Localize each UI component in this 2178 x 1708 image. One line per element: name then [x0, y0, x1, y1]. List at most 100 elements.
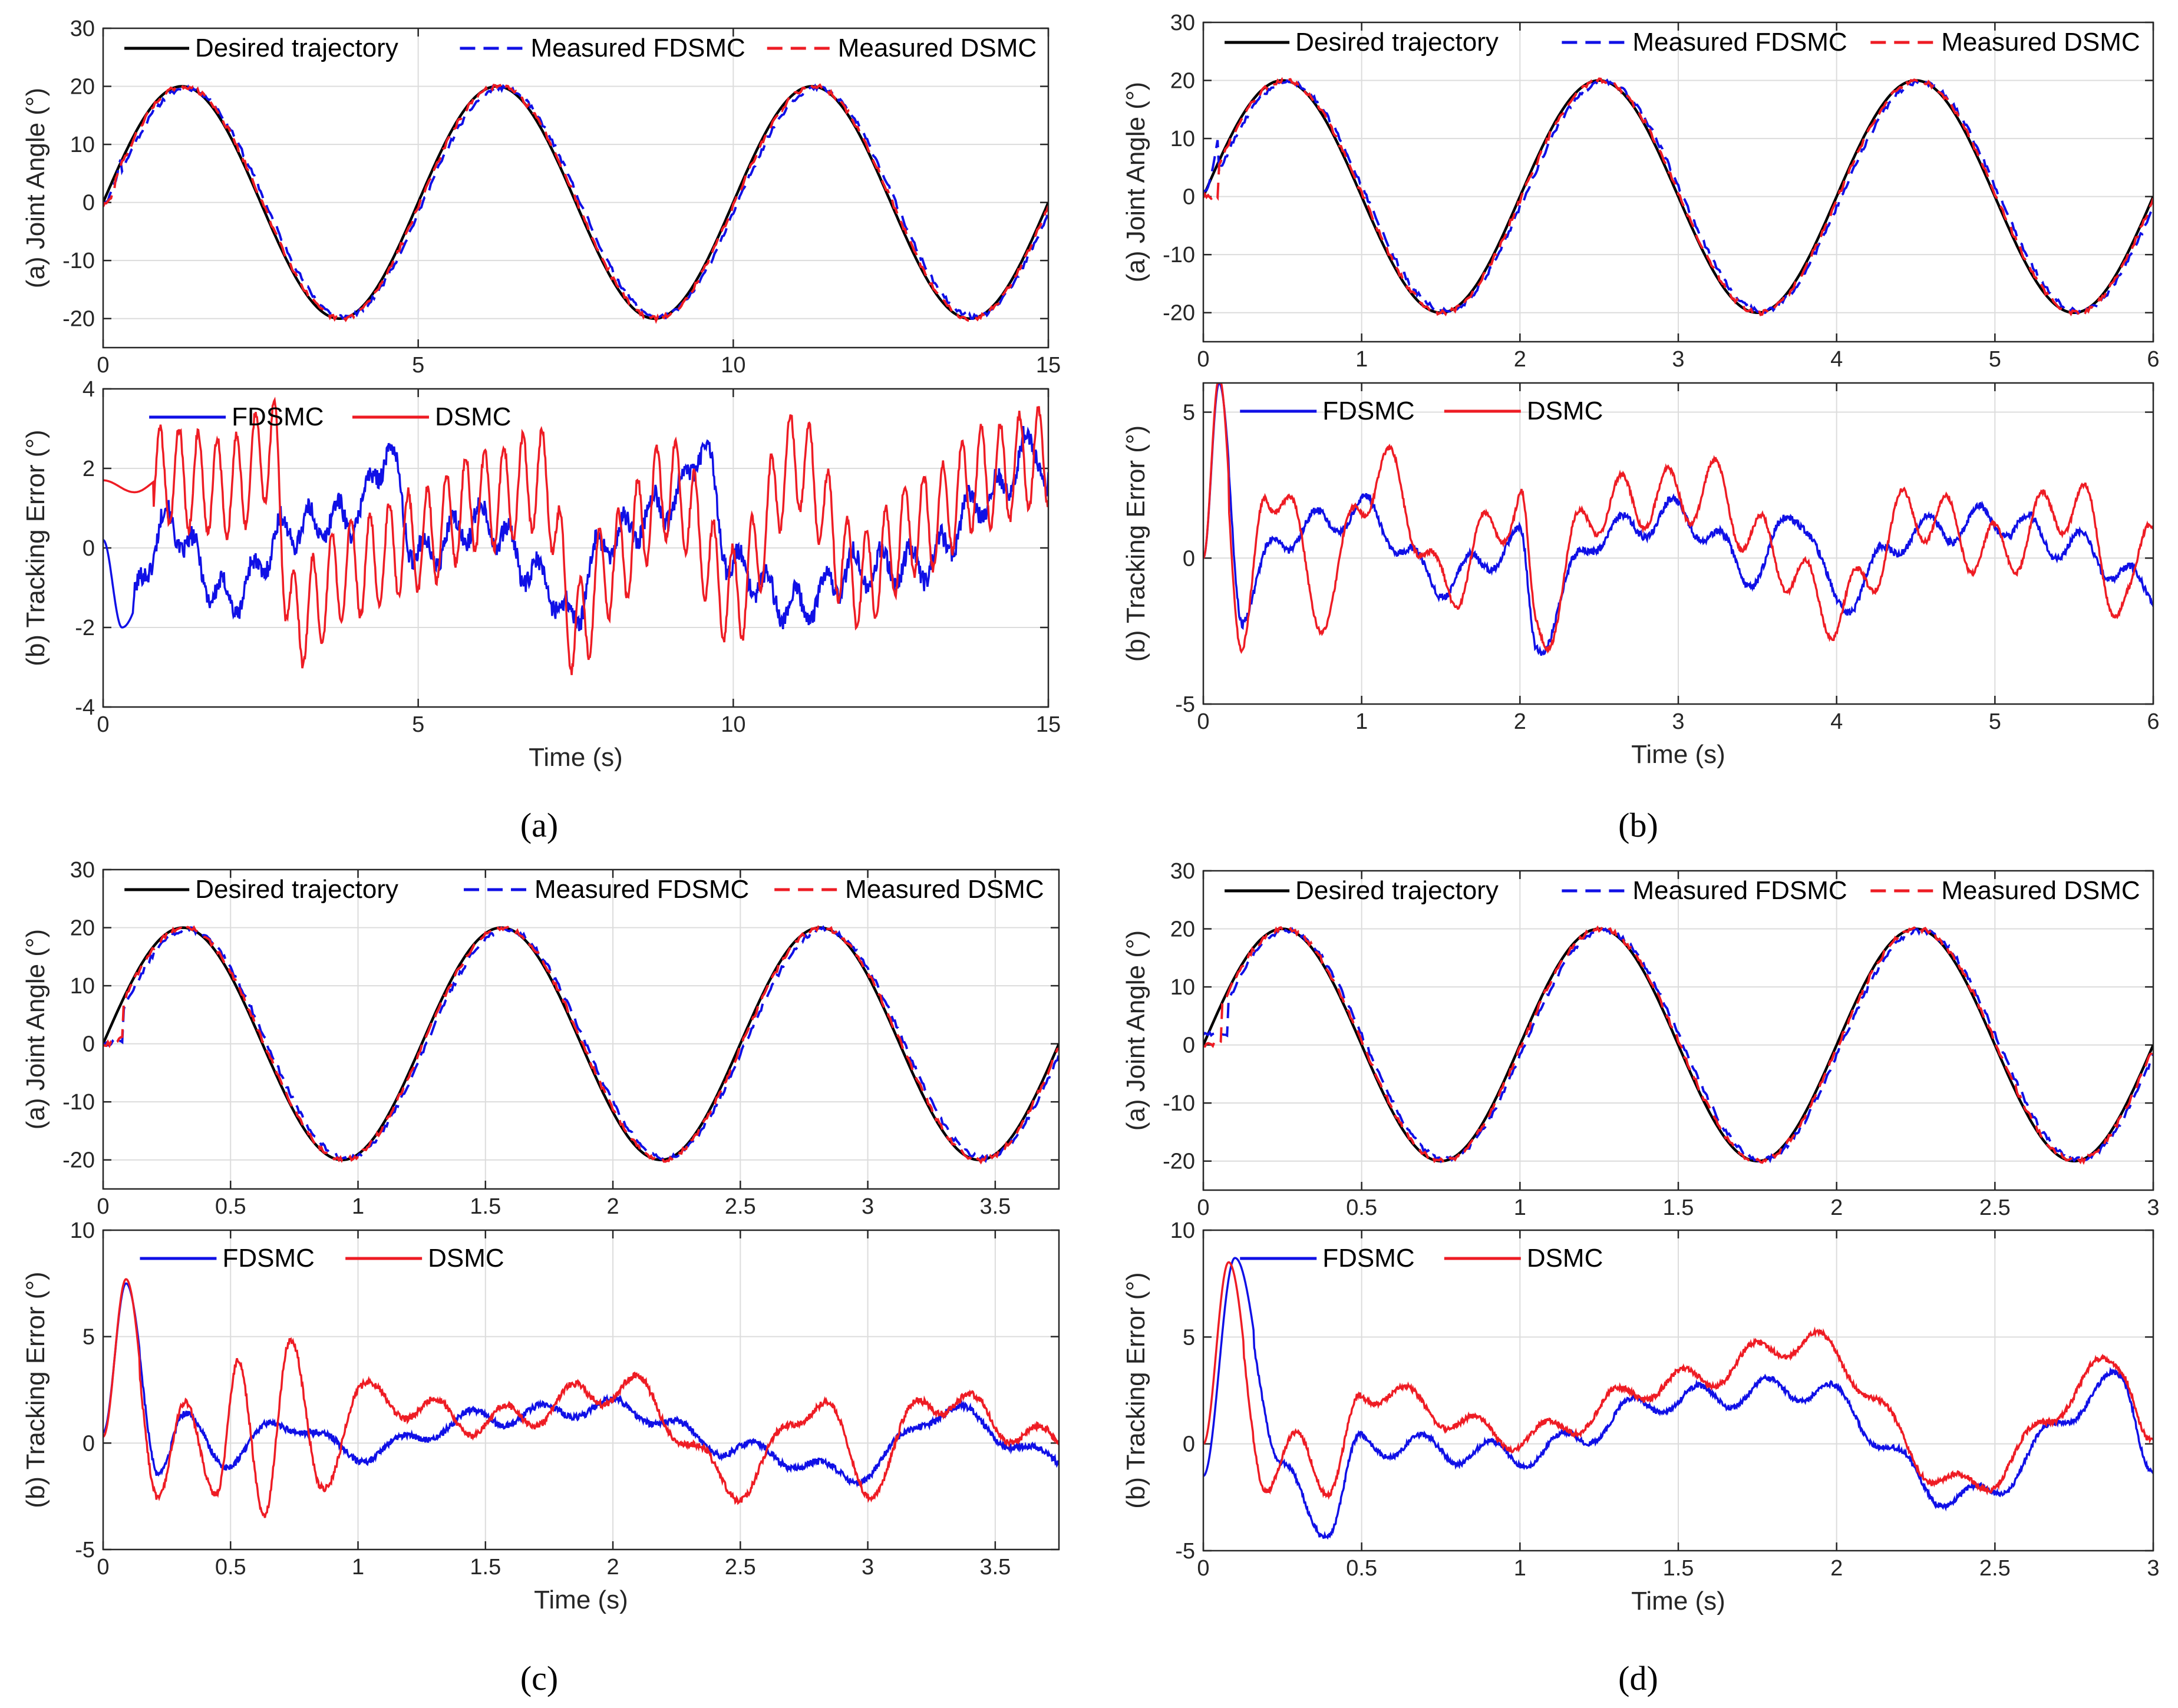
p2-top-lines	[1203, 77, 2153, 317]
p3-bottom-ytick-label-2: 5	[82, 1325, 95, 1350]
p2-bottom-ytick-label-2: 5	[1183, 401, 1195, 425]
p4-bottom-ytick-label-0: -5	[1175, 1539, 1195, 1564]
p2-legend-dsmc-label: Measured DSMC	[1941, 28, 2140, 57]
p3-series-measured-fdsmc	[103, 925, 1059, 1164]
p3-joint-angle-axes: 0 0.5 1 1.5 2 2.5 3 3.5 -20 -10 0 10 20 30 (a) Joint A…	[21, 858, 1060, 1219]
p4-top-xtick-label-4: 2	[1830, 1195, 1843, 1220]
p2-joint-angle-axes: 0 1 2 3 4 5 6 -20 -10 0 10 20 30 (a) Joint Angle (°) D…	[1121, 11, 2160, 372]
p3-legend-fdsmc-label: Measured FDSMC	[534, 875, 749, 904]
p1-legend-fdsmc-label: Measured FDSMC	[530, 34, 745, 62]
p4-top-xtick-label-5: 2.5	[1979, 1195, 2011, 1220]
p4-series-error-fdsmc	[1203, 1257, 2153, 1540]
p3-top-ylabel: (a) Joint Angle (°)	[21, 929, 50, 1129]
p1-series-error-dsmc	[103, 397, 1048, 675]
p3-bottom-plot-area	[103, 1230, 1059, 1550]
p3-top-xtick-label-7: 3.5	[979, 1194, 1011, 1219]
p1-series-measured-dsmc	[103, 83, 1048, 324]
p3-bottom-ytick-label-0: -5	[75, 1538, 95, 1562]
p1-series-desired	[103, 85, 1048, 320]
p3-top-xtick-label-1: 0.5	[215, 1194, 246, 1219]
p4-bottom-xtick-label-2: 1	[1514, 1556, 1526, 1581]
p4-legend-err-fdsmc-label: FDSMC	[1322, 1244, 1414, 1273]
p1-bottom-xtick-label-2: 10	[721, 712, 745, 737]
p1-bottom-ytick-label-0: -4	[75, 695, 95, 720]
p1-bottom-ytick-label-3: 2	[82, 457, 95, 481]
p1-top-ytick-label-5: 30	[70, 16, 95, 41]
p3-bottom-xlabel: Time (s)	[534, 1585, 628, 1614]
p4-top-legend: Desired trajectory Measured FDSMC Measured…	[1225, 876, 2140, 905]
p3-top-xtick-label-0: 0	[97, 1194, 109, 1219]
p1-series-measured-fdsmc	[103, 83, 1048, 321]
p1-top-xtick-label-1: 5	[412, 353, 424, 378]
p2-top-xtick-label-0: 0	[1197, 347, 1209, 372]
p4-top-ytick-label-0: -20	[1163, 1149, 1195, 1174]
p2-top-xtick-label-5: 5	[1989, 347, 2001, 372]
p4-bottom-xtick-label-0: 0	[1197, 1556, 1209, 1581]
p1-top-legend: Desired trajectory Measured FDSMC Measured…	[124, 34, 1037, 62]
p1-top-ytick-label-2: 0	[82, 191, 95, 216]
panel-label-d: (d)	[1618, 1659, 1658, 1697]
p2-series-measured-fdsmc	[1203, 78, 2153, 315]
p3-top-ytick-label-2: 0	[82, 1032, 95, 1057]
p2-top-xtick-label-2: 2	[1514, 347, 1526, 372]
p4-legend-fdsmc-label: Measured FDSMC	[1632, 876, 1847, 905]
p1-bottom-xtick-label-1: 5	[412, 712, 424, 737]
p2-bottom-xtick-label-2: 2	[1514, 709, 1526, 734]
p3-bottom-xtick-label-4: 2	[606, 1555, 619, 1580]
p4-top-xtick-label-2: 1	[1514, 1195, 1526, 1220]
p4-series-measured-dsmc	[1203, 925, 2153, 1165]
p4-top-ylabel: (a) Joint Angle (°)	[1121, 930, 1150, 1131]
p1-bottom-ytick-label-2: 0	[82, 536, 95, 561]
p4-top-ytick-label-3: 10	[1170, 975, 1195, 1000]
p1-top-lines	[103, 83, 1048, 324]
p4-bottom-lines	[1203, 1257, 2153, 1540]
p2-top-xtick-label-1: 1	[1355, 347, 1368, 372]
p2-series-error-fdsmc	[1203, 383, 2153, 656]
p3-legend-dsmc-label: Measured DSMC	[845, 875, 1044, 904]
p4-bottom-xtick-label-5: 2.5	[1979, 1556, 2011, 1581]
p1-legend-err-fdsmc-label: FDSMC	[232, 402, 324, 431]
panel-label-b: (b)	[1618, 806, 1658, 844]
p3-top-plot-area	[103, 870, 1059, 1189]
p3-bottom-ytick-label-3: 10	[70, 1218, 95, 1243]
p3-top-legend: Desired trajectory Measured FDSMC Measured…	[124, 875, 1044, 904]
p3-top-ytick-label-0: -20	[62, 1148, 95, 1173]
p1-top-ylabel: (a) Joint Angle (°)	[21, 88, 50, 288]
p2-legend-desired-label: Desired trajectory	[1295, 28, 1499, 57]
p2-top-ytick-label-5: 30	[1170, 11, 1195, 35]
p4-series-error-dsmc	[1203, 1261, 2153, 1500]
p1-bottom-xtick-label-3: 15	[1036, 712, 1061, 737]
p2-top-ytick-label-2: 0	[1183, 185, 1195, 210]
p3-legend-err-fdsmc-label: FDSMC	[222, 1244, 314, 1273]
p1-top-xtick-label-2: 10	[721, 353, 745, 378]
p4-bottom-xtick-label-3: 1.5	[1663, 1556, 1694, 1581]
p1-bottom-xlabel: Time (s)	[529, 743, 623, 772]
p3-bottom-frame	[102, 1229, 1060, 1551]
p2-top-ylabel: (a) Joint Angle (°)	[1121, 82, 1150, 282]
p4-top-xtick-label-1: 0.5	[1346, 1195, 1377, 1220]
p3-bottom-xtick-label-7: 3.5	[979, 1555, 1011, 1580]
p4-top-ytick-label-2: 0	[1183, 1033, 1195, 1058]
p4-top-xtick-label-6: 3	[2147, 1195, 2159, 1220]
p1-top-frame	[102, 27, 1050, 349]
p2-bottom-ytick-label-1: 0	[1183, 546, 1195, 571]
p2-bottom-xtick-label-0: 0	[1197, 709, 1209, 734]
p1-bottom-ytick-label-4: 4	[82, 377, 95, 402]
p4-legend-desired-label: Desired trajectory	[1295, 876, 1499, 905]
p2-bottom-frame	[1202, 382, 2154, 705]
p3-bottom-xtick-label-6: 3	[862, 1555, 874, 1580]
p3-series-error-dsmc	[103, 1278, 1059, 1518]
p2-top-ytick-label-1: -10	[1163, 243, 1195, 267]
p3-top-xtick-label-2: 1	[352, 1194, 364, 1219]
p4-series-measured-fdsmc	[1203, 926, 2153, 1164]
p2-legend-err-fdsmc-label: FDSMC	[1322, 397, 1414, 425]
p1-bottom-xtick-label-0: 0	[97, 712, 109, 737]
p2-bottom-xtick-label-3: 3	[1672, 709, 1684, 734]
p4-legend-err-dsmc-label: DSMC	[1527, 1244, 1603, 1273]
p2-top-ytick-label-4: 20	[1170, 69, 1195, 94]
p2-top-ytick-label-3: 10	[1170, 127, 1195, 151]
p3-bottom-xtick-label-1: 0.5	[215, 1555, 246, 1580]
